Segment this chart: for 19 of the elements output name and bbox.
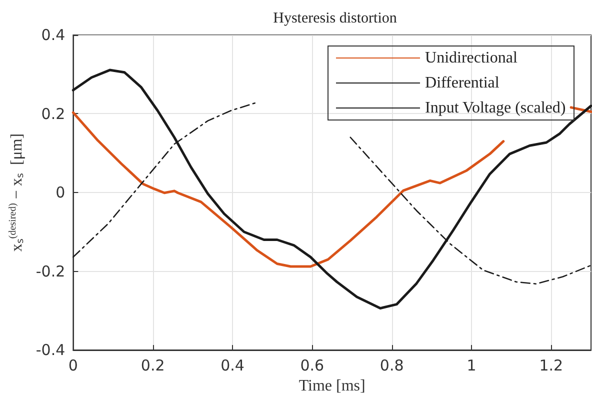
y-tick-label: 0	[56, 184, 66, 202]
x-axis-title: Time [ms]	[298, 377, 366, 394]
legend-label: Input Voltage (scaled)	[425, 100, 566, 116]
x-tick-label: 0.8	[380, 356, 404, 374]
line-series	[72, 68, 592, 310]
x-tick-label: 1.2	[539, 356, 564, 374]
y-tick-label: 0.2	[41, 104, 66, 123]
x-tick-label: 1	[466, 356, 476, 374]
x-tick-label: 0	[68, 356, 78, 374]
x-tick-label: 0.6	[300, 356, 324, 374]
y-tick-label: -0.4	[36, 341, 66, 359]
x-tick-label: 0.2	[140, 356, 165, 374]
y-tick-label: -0.2	[36, 262, 66, 280]
chart-title: Hysteresis distortion	[273, 10, 398, 26]
legend-label: Unidirectional	[425, 50, 518, 66]
legend-label: Differential	[425, 74, 500, 92]
y-axis-title: xₛ(desired) − xₛ [μm]	[8, 133, 26, 252]
x-tick-label: 0.4	[220, 356, 244, 374]
y-tick-label: 0.4	[41, 26, 66, 44]
